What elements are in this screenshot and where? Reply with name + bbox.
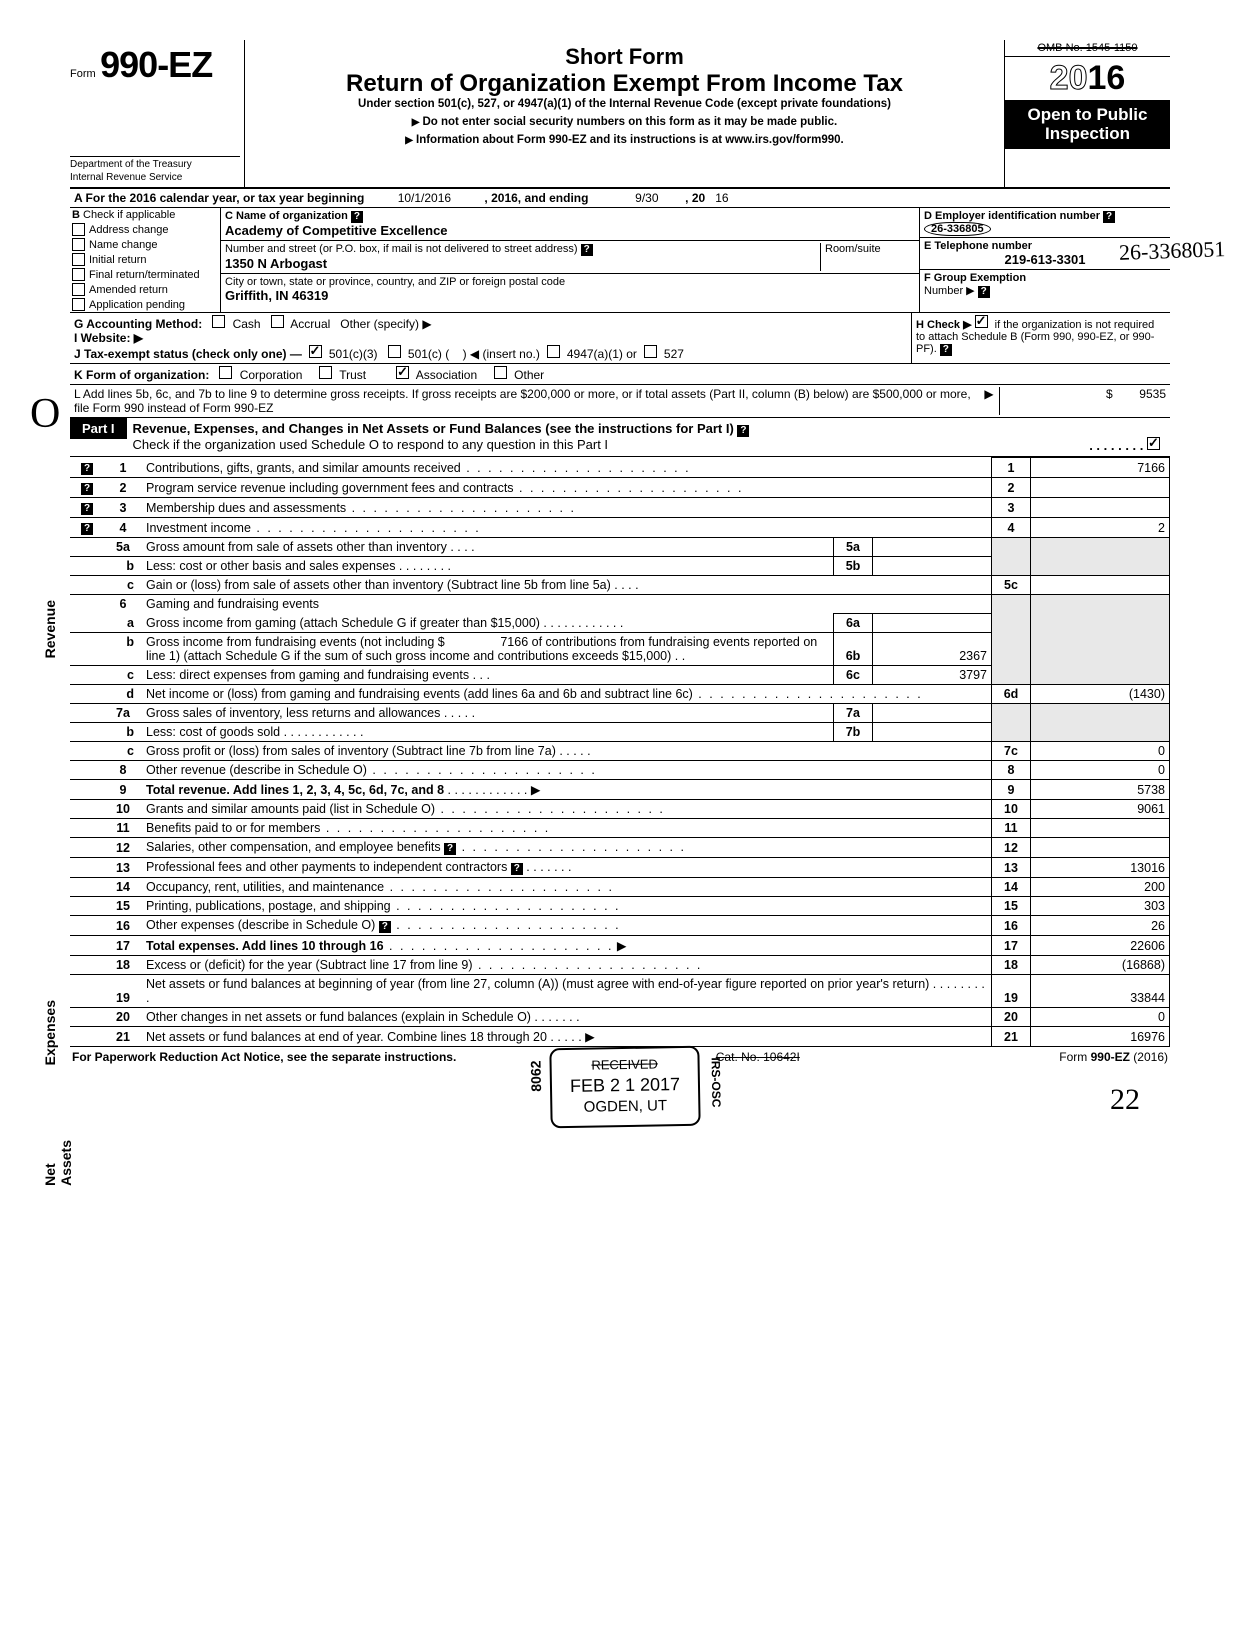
help-icon: ? <box>351 211 363 223</box>
line-7c: c Gross profit or (loss) from sales of i… <box>70 741 1170 760</box>
row-a-tax-year: A For the 2016 calendar year, or tax yea… <box>70 189 1170 208</box>
org-name: Academy of Competitive Excellence <box>225 223 448 238</box>
chk-corporation[interactable] <box>219 366 232 379</box>
form-page: O 26-3368051 Form 990-EZ Department of t… <box>70 40 1170 1067</box>
line-7a: 7a Gross sales of inventory, less return… <box>70 703 1170 722</box>
line-18: 18 Excess or (deficit) for the year (Sub… <box>70 955 1170 974</box>
gross-receipts: 9535 <box>1139 387 1166 401</box>
line-2: ? 2 Program service revenue including go… <box>70 477 1170 497</box>
row-l: L Add lines 5b, 6c, and 7b to line 9 to … <box>70 385 1170 418</box>
row-j: J Tax-exempt status (check only one) — 5… <box>74 345 907 361</box>
help-icon: ? <box>978 286 990 298</box>
chk-address-change[interactable]: Address change <box>70 222 220 237</box>
line-19: 19 Net assets or fund balances at beginn… <box>70 974 1170 1007</box>
line-5c: c Gain or (loss) from sale of assets oth… <box>70 575 1170 594</box>
form-ref: Form 990-EZ (2016) <box>1059 1050 1168 1064</box>
city-state-zip: Griffith, IN 46319 <box>225 288 328 303</box>
help-icon: ? <box>737 425 749 437</box>
line-10: 10 Grants and similar amounts paid (list… <box>70 799 1170 818</box>
line-12: 12 Salaries, other compensation, and emp… <box>70 837 1170 857</box>
row-k: K Form of organization: Corporation Trus… <box>70 364 1170 385</box>
line-13: 13 Professional fees and other payments … <box>70 857 1170 877</box>
chk-accrual[interactable] <box>271 315 284 328</box>
street-address: 1350 N Arbogast <box>225 256 327 271</box>
title-block: Short Form Return of Organization Exempt… <box>245 40 1004 187</box>
form-id-block: Form 990-EZ Department of the Treasury I… <box>70 40 245 187</box>
info-line: Information about Form 990-EZ and its in… <box>253 134 996 146</box>
form-number: 990-EZ <box>100 44 212 85</box>
line-21: 21 Net assets or fund balances at end of… <box>70 1026 1170 1046</box>
tax-year: 2016 <box>1005 57 1170 100</box>
section-bcd: B Check if applicable Address change Nam… <box>70 208 1170 313</box>
section-c: C Name of organization ? Academy of Comp… <box>221 208 919 312</box>
help-icon: ? <box>581 244 593 256</box>
chk-initial-return[interactable]: Initial return <box>70 252 220 267</box>
line-1: ? 1 Contributions, gifts, grants, and si… <box>70 458 1170 478</box>
chk-other-org[interactable] <box>494 366 507 379</box>
ssn-warning: Do not enter social security numbers on … <box>253 116 996 128</box>
line-15: 15 Printing, publications, postage, and … <box>70 896 1170 915</box>
dept-irs: Internal Revenue Service <box>70 170 240 183</box>
chk-pending[interactable]: Application pending <box>70 297 220 312</box>
chk-527[interactable] <box>644 345 657 358</box>
handwritten-o-mark: O <box>30 390 60 438</box>
line-6d: d Net income or (loss) from gaming and f… <box>70 684 1170 703</box>
side-label-netassets: Net Assets <box>42 1140 74 1186</box>
line-6: 6 Gaming and fundraising events <box>70 594 1170 613</box>
chk-501c3[interactable] <box>309 345 322 358</box>
help-icon: ? <box>1103 211 1115 223</box>
dept-treasury: Department of the Treasury <box>70 156 240 170</box>
short-form-title: Short Form <box>253 44 996 70</box>
chk-name-change[interactable]: Name change <box>70 237 220 252</box>
signature-mark: 22 <box>1110 1083 1140 1117</box>
side-label-revenue: Revenue <box>42 600 58 658</box>
line-16: 16 Other expenses (describe in Schedule … <box>70 915 1170 935</box>
section-gh: G Accounting Method: Cash Accrual Other … <box>70 313 1170 364</box>
part-1-header: Part I Revenue, Expenses, and Changes in… <box>70 418 1170 457</box>
chk-cash[interactable] <box>212 315 225 328</box>
chk-501c[interactable] <box>388 345 401 358</box>
cat-number: Cat. No. 10642I <box>716 1050 800 1064</box>
chk-final-return[interactable]: Final return/terminated <box>70 267 220 282</box>
omb-number: OMB No. 1545-1150 <box>1005 40 1170 57</box>
received-stamp: 8062 RECEIVED FEB 2 1 2017 OGDEN, UT IRS… <box>549 1045 700 1127</box>
chk-trust[interactable] <box>319 366 332 379</box>
paperwork-notice: For Paperwork Reduction Act Notice, see … <box>72 1050 456 1064</box>
line-17: 17 Total expenses. Add lines 10 through … <box>70 935 1170 955</box>
line-20: 20 Other changes in net assets or fund b… <box>70 1007 1170 1026</box>
line-8: 8 Other revenue (describe in Schedule O)… <box>70 760 1170 779</box>
form-prefix: Form <box>70 68 96 80</box>
line-14: 14 Occupancy, rent, utilities, and maint… <box>70 877 1170 896</box>
row-g: G Accounting Method: Cash Accrual Other … <box>74 315 907 331</box>
part-1-table: ? 1 Contributions, gifts, grants, and si… <box>70 457 1170 1047</box>
line-11: 11 Benefits paid to or for members 11 <box>70 818 1170 837</box>
under-section: Under section 501(c), 527, or 4947(a)(1)… <box>253 98 996 110</box>
handwritten-ein: 26-3368051 <box>1118 236 1225 266</box>
row-h: H Check ▶ if the organization is not req… <box>911 313 1170 363</box>
part-1-title: Revenue, Expenses, and Changes in Net As… <box>127 418 1170 456</box>
line-4: ? 4 Investment income 4 2 <box>70 517 1170 537</box>
line-5a: 5a Gross amount from sale of assets othe… <box>70 537 1170 556</box>
help-icon: ? <box>940 344 952 356</box>
chk-schedule-o-used[interactable] <box>1147 437 1160 450</box>
chk-association[interactable] <box>396 366 409 379</box>
chk-schedule-b-not-required[interactable] <box>975 315 988 328</box>
open-to-public: Open to Public Inspection <box>1005 100 1170 149</box>
side-label-expenses: Expenses <box>42 1000 58 1065</box>
return-title: Return of Organization Exempt From Incom… <box>253 70 996 98</box>
ein-value: 26-336805 <box>924 222 991 236</box>
row-i: I Website: ▶ <box>74 331 907 345</box>
line-9: 9 Total revenue. Add lines 1, 2, 3, 4, 5… <box>70 779 1170 799</box>
chk-4947[interactable] <box>547 345 560 358</box>
section-b: B Check if applicable Address change Nam… <box>70 208 221 312</box>
form-header: Form 990-EZ Department of the Treasury I… <box>70 40 1170 189</box>
part-1-tab: Part I <box>70 418 127 439</box>
line-3: ? 3 Membership dues and assessments 3 <box>70 497 1170 517</box>
right-header-block: OMB No. 1545-1150 2016 Open to Public In… <box>1004 40 1170 187</box>
chk-amended[interactable]: Amended return <box>70 282 220 297</box>
